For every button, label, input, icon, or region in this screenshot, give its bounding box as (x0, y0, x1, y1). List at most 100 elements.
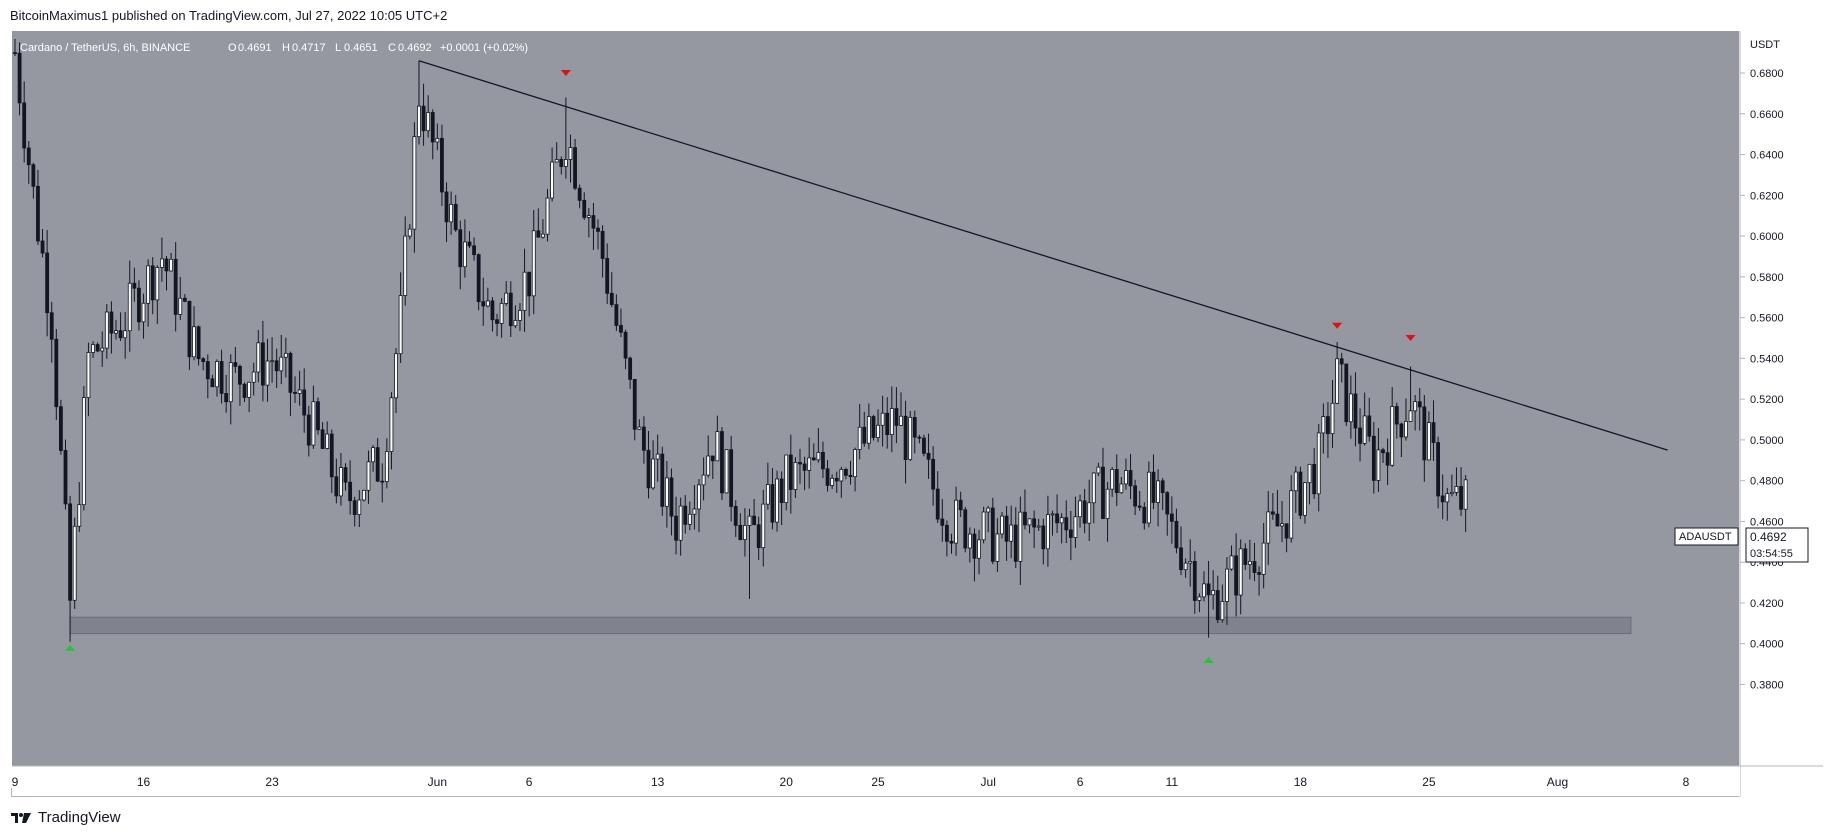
candle-body (977, 539, 981, 559)
candle-body (302, 389, 307, 416)
candle-body (1050, 513, 1055, 516)
symbol-tag-box (1674, 527, 1739, 546)
tradingview-logo-icon (11, 812, 31, 823)
candle-body (775, 478, 779, 523)
candle-body (440, 137, 444, 193)
candle-body (210, 378, 215, 388)
candle-body (899, 415, 903, 426)
candle-body (141, 302, 146, 323)
candle-body (1436, 442, 1441, 497)
candle-body (917, 436, 922, 439)
candle-body (1142, 506, 1147, 524)
candle-body (1082, 500, 1087, 524)
symbol-tag: ADAUSDT (1679, 531, 1732, 543)
candle-body (306, 414, 311, 446)
candle-body (77, 504, 82, 527)
candle-body (940, 518, 945, 526)
time-tick-label: 6 (1077, 775, 1084, 789)
candle-body (1091, 472, 1096, 504)
candle-body (1055, 513, 1059, 524)
candle-body (981, 511, 986, 541)
candle-body (1087, 502, 1092, 524)
candle-body (72, 525, 77, 601)
candle-body (646, 449, 651, 489)
candle-body (747, 515, 752, 526)
candle-body (114, 330, 118, 334)
candle-body (22, 102, 27, 149)
change-value: +0.0001 (+0.02%) (440, 42, 528, 54)
candle-body (1004, 515, 1009, 542)
candle-body (233, 362, 238, 367)
footer[interactable]: TradingView (10, 809, 121, 826)
candle-body (1165, 492, 1170, 515)
candle-body (279, 356, 284, 372)
price-tick-label: 0.3800 (1750, 680, 1784, 692)
candle-body (876, 424, 880, 438)
time-tick-label: 16 (137, 775, 151, 789)
candle-body (1362, 415, 1367, 444)
candle-body (348, 481, 353, 502)
candle-body (1124, 470, 1128, 485)
plot-area[interactable] (12, 31, 1739, 766)
candle-body (518, 310, 522, 321)
candle-body (371, 447, 375, 463)
candle-body (642, 426, 646, 451)
candle-body (816, 451, 821, 461)
candle-body (430, 112, 435, 143)
candle-body (729, 449, 734, 507)
up-arrow-marker-icon (65, 644, 76, 651)
candle-body (637, 426, 642, 430)
candle-body (788, 454, 793, 490)
candle-body (554, 159, 559, 163)
time-axis-panel[interactable] (12, 766, 1740, 796)
candle-body (945, 524, 949, 542)
price-axis-panel[interactable] (1740, 31, 1823, 766)
candle-body (1454, 486, 1459, 493)
time-tick-label: Jun (428, 775, 447, 789)
candle-body (288, 352, 293, 393)
candle-body (1018, 511, 1023, 562)
high-value: 0.4717 (292, 42, 326, 54)
candle-body (871, 416, 876, 438)
candle-body (1036, 525, 1041, 528)
candle-body (274, 360, 279, 372)
candle-body (238, 365, 242, 385)
support-zone[interactable] (69, 616, 1632, 635)
resistance-trendline[interactable] (418, 60, 1668, 451)
candle-body (660, 453, 665, 507)
candle-body (1381, 449, 1385, 454)
candle-body (375, 447, 380, 482)
candle-body (1078, 500, 1082, 518)
candle-body (458, 229, 463, 268)
candle-body (1243, 548, 1248, 565)
candle-body (1197, 596, 1202, 601)
down-arrow-marker-icon (1332, 322, 1343, 329)
candle-body (173, 258, 178, 315)
candle-body (1133, 485, 1138, 507)
candle-body (444, 191, 449, 223)
candle-body (283, 352, 288, 358)
candle-body (426, 112, 431, 132)
candle-body (196, 326, 201, 360)
candle-body (247, 381, 252, 398)
candle-body (398, 295, 403, 355)
candle-body (830, 477, 835, 486)
candle-body (807, 457, 812, 471)
candle-body (1128, 470, 1133, 487)
candle-body (1422, 406, 1427, 461)
candle-body (536, 230, 541, 238)
candle-body (986, 507, 991, 513)
candle-body (164, 258, 169, 272)
candle-body (155, 267, 160, 301)
candle-body (1013, 524, 1018, 562)
candle-body (394, 353, 398, 399)
candle-body (17, 52, 22, 104)
candle-body (495, 319, 499, 324)
candle-body (1225, 568, 1229, 602)
candle-body (1009, 524, 1014, 542)
candle-body (1174, 520, 1179, 549)
candle-body (1339, 358, 1344, 365)
candle-body (1119, 483, 1124, 494)
candle-body (1169, 513, 1174, 522)
